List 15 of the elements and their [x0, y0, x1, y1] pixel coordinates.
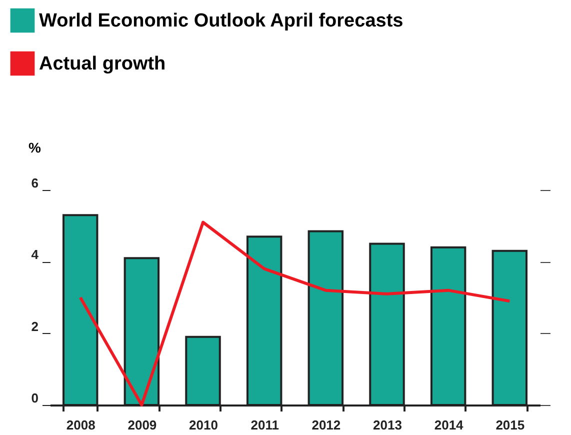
y-tick-label: 0: [31, 390, 38, 406]
y-axis-title: %: [28, 140, 42, 156]
y-tick-label: 2: [31, 318, 38, 334]
x-tick-label: 2010: [189, 418, 218, 432]
legend-label: World Economic Outlook April forecasts: [39, 10, 404, 32]
legend-label: Actual growth: [39, 54, 166, 74]
x-tick-label: 2015: [496, 418, 525, 432]
x-tick-label: 2009: [128, 418, 157, 432]
x-tick-label: 2014: [434, 418, 464, 432]
x-tick-label: 2008: [66, 418, 96, 432]
x-tick-label: 2012: [312, 418, 341, 432]
y-tick-label: 6: [31, 176, 38, 190]
x-tick-label: 2011: [250, 418, 279, 432]
x-tick-label: 2013: [373, 418, 402, 432]
y-tick-label: 4: [31, 247, 40, 262]
